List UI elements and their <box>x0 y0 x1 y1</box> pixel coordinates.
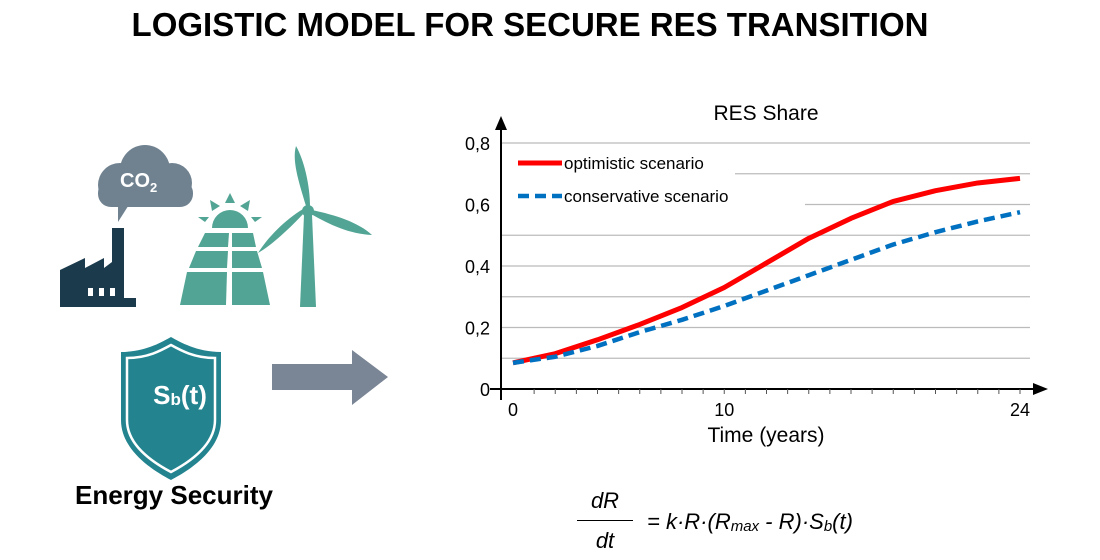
co2-cloud-icon <box>98 145 193 222</box>
solar-panel-icon <box>180 193 270 305</box>
y-tick-label: 0,6 <box>465 196 490 216</box>
energy-security-label: Energy Security <box>75 480 273 510</box>
illustration <box>60 145 388 480</box>
rhs-part: = k·R·(R <box>647 509 731 534</box>
shield-sub: b <box>170 390 181 409</box>
co2-label: CO2 <box>120 170 157 195</box>
legend-label: conservative scenario <box>564 187 728 206</box>
y-tick-label: 0,4 <box>465 257 490 277</box>
shield-tail: (t) <box>180 380 207 410</box>
factory-icon <box>60 228 136 307</box>
series-line-optimistic <box>512 175 1021 366</box>
fraction-bar <box>577 520 633 521</box>
chart-title: RES Share <box>713 102 818 125</box>
y-axis-arrow <box>495 116 507 130</box>
formula-rhs: = k·R·(Rmax - R)·Sb(t) <box>647 509 853 535</box>
x-tick-label: 10 <box>714 400 734 420</box>
rhs-part: (t) <box>832 509 853 534</box>
legend-label: optimistic scenario <box>564 154 704 173</box>
x-tick-label: 0 <box>508 400 518 420</box>
shield-label: Sb(t) <box>140 380 220 411</box>
co2-subscript: 2 <box>150 180 158 195</box>
y-tick-label: 0,2 <box>465 319 490 339</box>
shield-icon <box>121 337 221 480</box>
formula-denominator: dt <box>595 528 615 553</box>
co2-text: CO <box>120 170 150 192</box>
x-axis-arrow <box>1033 383 1048 395</box>
rhs-part: - R)·S <box>759 509 824 534</box>
wind-turbine-icon <box>258 146 372 307</box>
series-line-conservative <box>512 209 1021 366</box>
rhs-sub: b <box>823 518 833 535</box>
y-tick-label: 0,8 <box>465 134 490 154</box>
rhs-sub: max <box>730 518 760 535</box>
x-tick-label: 24 <box>1010 400 1030 420</box>
y-tick-label: 0 <box>480 380 490 400</box>
x-axis-label: Time (years) <box>707 424 824 447</box>
formula-numerator: dR <box>590 488 620 513</box>
right-arrow-icon <box>272 350 388 405</box>
shield-s: S <box>153 380 171 410</box>
page-title: LOGISTIC MODEL FOR SECURE RES TRANSITION <box>131 6 929 43</box>
